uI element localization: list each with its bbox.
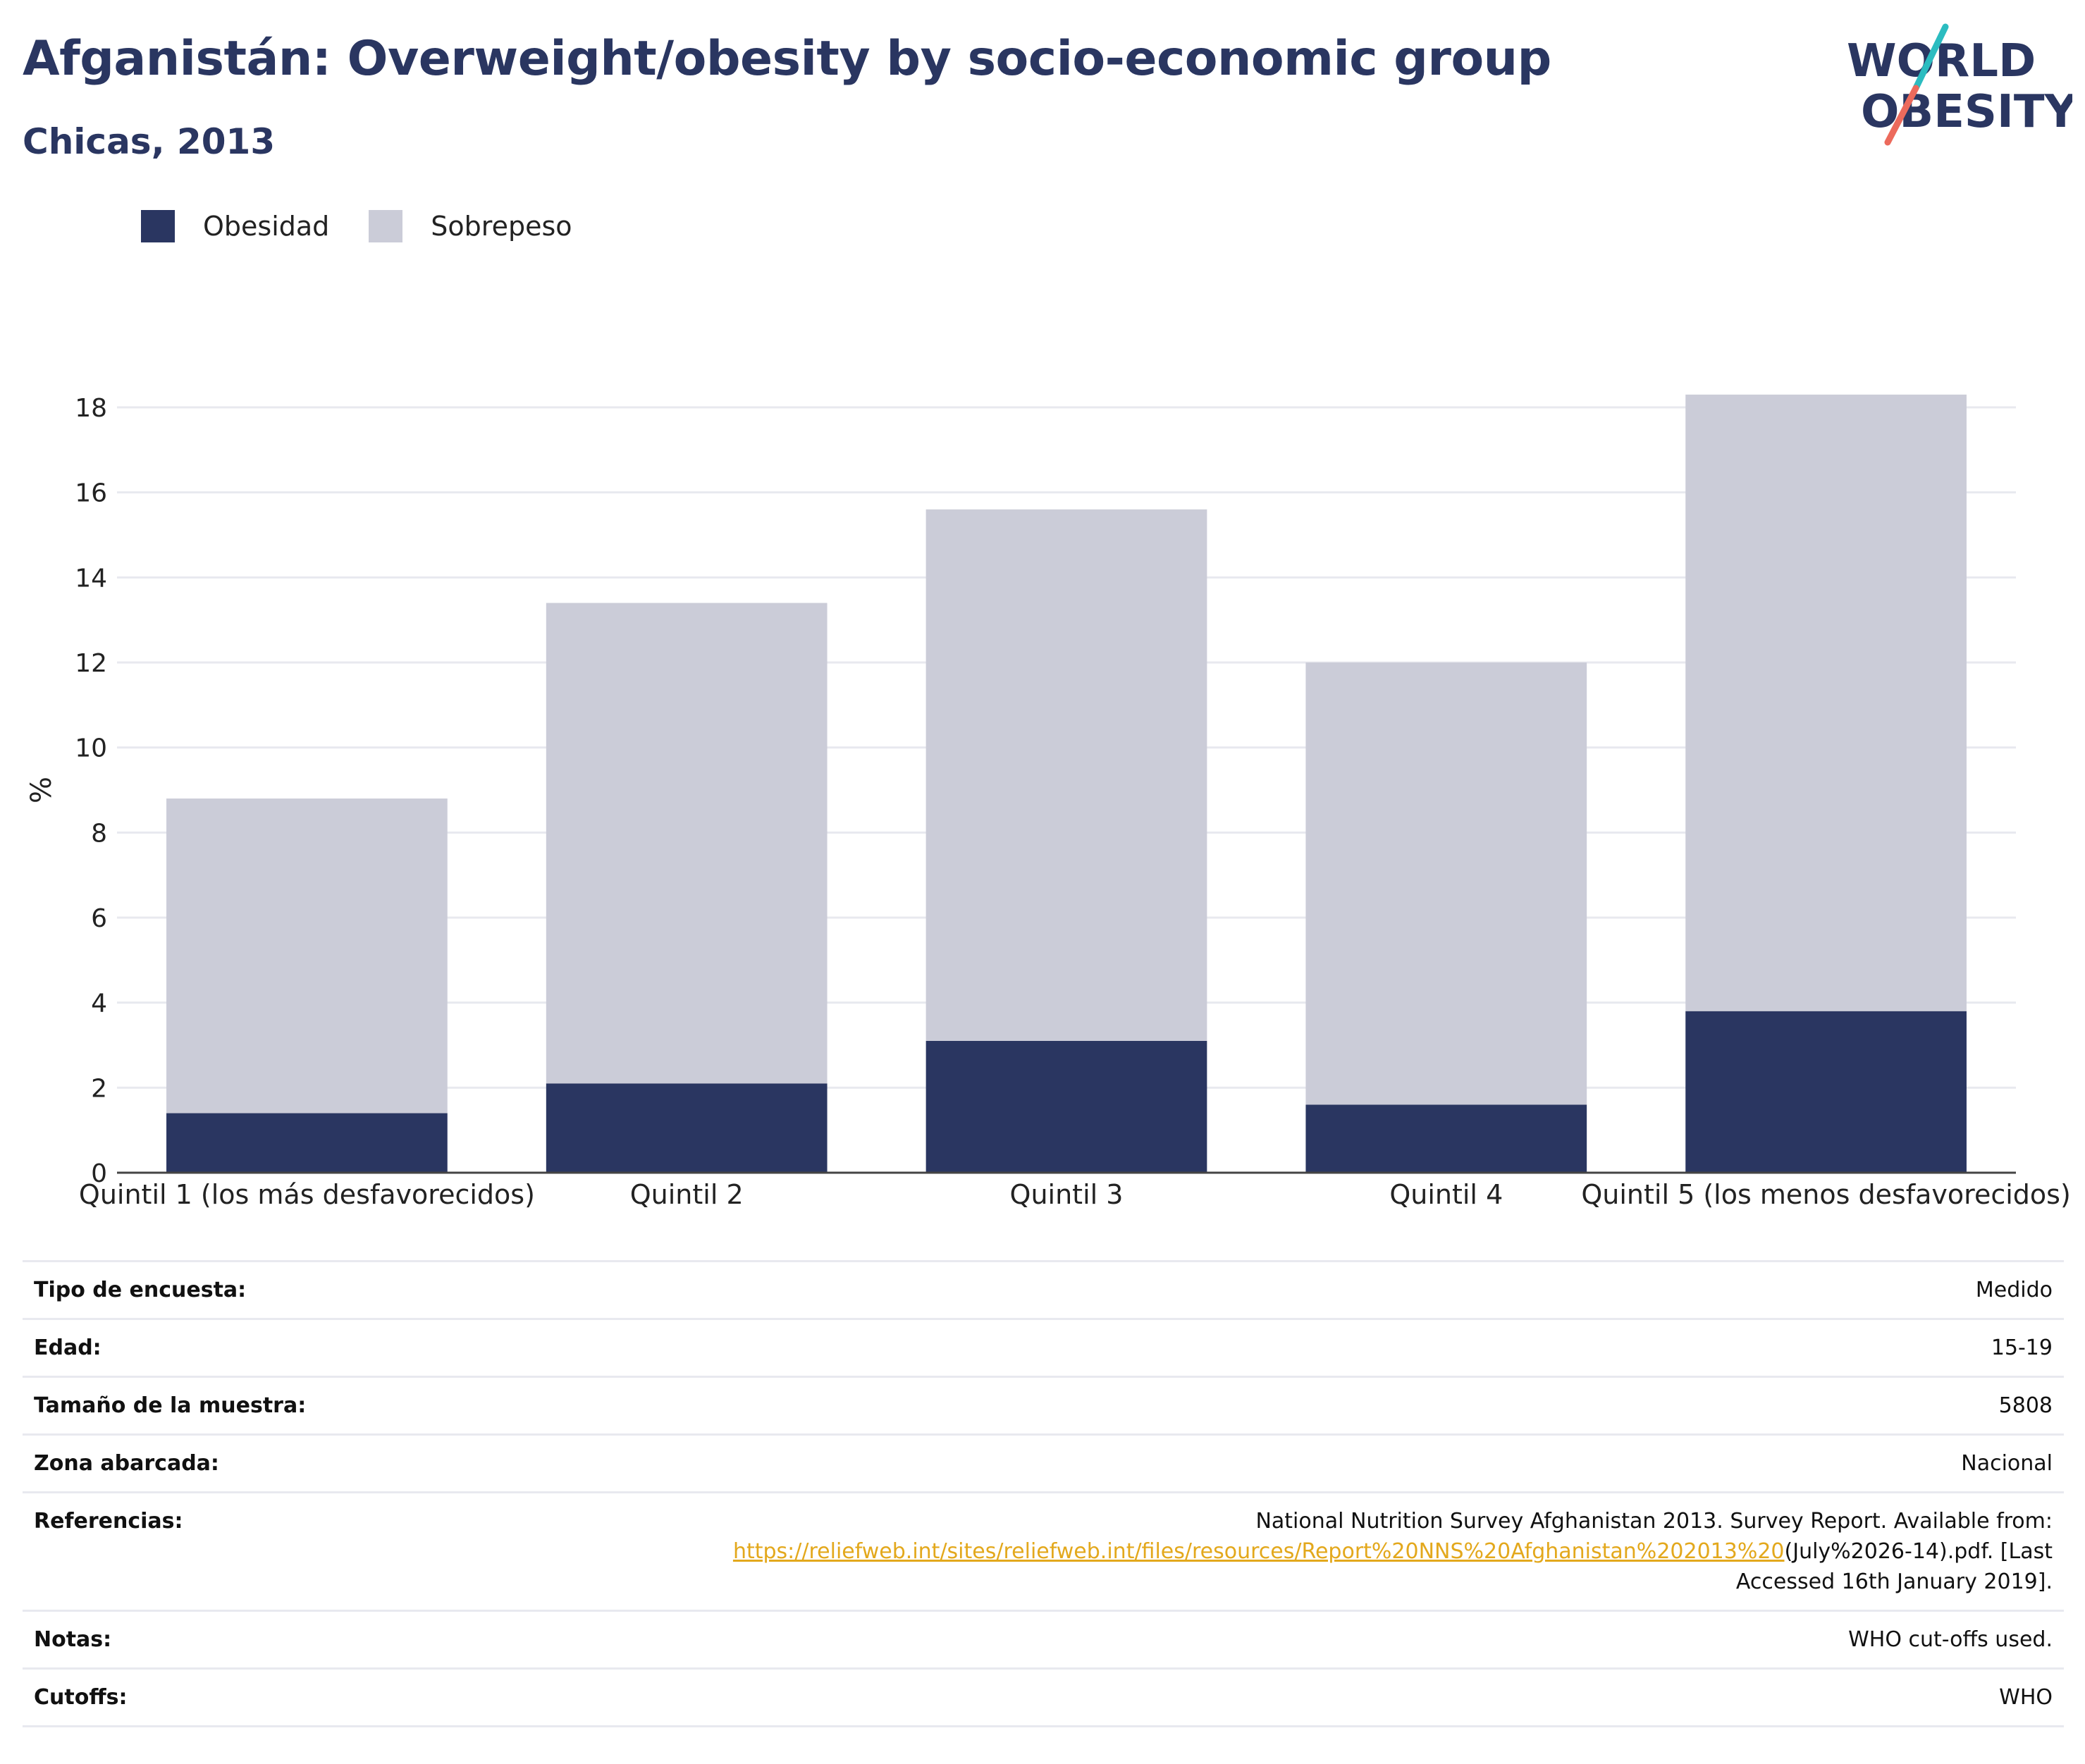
info-key: Zona abarcada: xyxy=(23,1433,635,1493)
info-value: Nacional xyxy=(634,1433,2064,1493)
info-key: Referencias: xyxy=(23,1491,635,1612)
logo-slash-teal xyxy=(1912,23,1949,92)
info-value: Medido xyxy=(634,1260,2064,1320)
legend-swatch-sobrepeso xyxy=(369,210,403,242)
info-row-edad: Edad: 15-19 xyxy=(23,1318,2064,1378)
y-tick-label: 14 xyxy=(75,564,107,593)
info-value-reference: National Nutrition Survey Afghanistan 20… xyxy=(634,1491,2064,1612)
bar-sobrepeso xyxy=(1305,662,1587,1105)
legend-item-obesidad[interactable]: Obesidad xyxy=(141,210,329,242)
info-key: Edad: xyxy=(23,1318,635,1378)
x-tick-label: Quintil 4 xyxy=(1389,1179,1503,1210)
info-row-cutoffs: Cutoffs: WHO xyxy=(23,1667,2064,1727)
legend-item-sobrepeso[interactable]: Sobrepeso xyxy=(369,210,572,242)
y-tick-label: 18 xyxy=(75,394,107,423)
bar-obesidad xyxy=(546,1083,828,1173)
bar-sobrepeso xyxy=(1685,394,1967,1011)
info-row-tipo: Tipo de encuesta: Medido xyxy=(23,1260,2064,1320)
info-value: 5808 xyxy=(634,1376,2064,1436)
x-tick-label: Quintil 3 xyxy=(1010,1179,1124,1210)
y-tick-label: 0 xyxy=(91,1159,107,1188)
info-key: Cutoffs: xyxy=(23,1667,635,1727)
y-tick-label: 16 xyxy=(75,479,107,508)
info-value: WHO xyxy=(634,1667,2064,1727)
info-key: Notas: xyxy=(23,1610,635,1670)
legend: Obesidad Sobrepeso xyxy=(141,210,612,242)
bar-sobrepeso xyxy=(166,798,448,1114)
legend-swatch-obesidad xyxy=(141,210,175,242)
reference-link[interactable]: https://reliefweb.int/sites/reliefweb.in… xyxy=(732,1539,1785,1564)
chart-subtitle: Chicas, 2013 xyxy=(23,121,276,162)
y-tick-label: 10 xyxy=(75,734,107,763)
y-tick-label: 2 xyxy=(91,1074,107,1103)
bar-sobrepeso xyxy=(925,509,1207,1041)
info-key: Tipo de encuesta: xyxy=(23,1260,635,1320)
info-value: WHO cut-offs used. xyxy=(634,1610,2064,1670)
info-row-zona: Zona abarcada: Nacional xyxy=(23,1433,2064,1493)
info-row-muestra: Tamaño de la muestra: 5808 xyxy=(23,1376,2064,1436)
y-tick-label: 6 xyxy=(91,904,107,933)
bar-obesidad xyxy=(925,1040,1207,1173)
survey-info-table: Tipo de encuesta: Medido Edad: 15-19 Tam… xyxy=(23,1260,2064,1727)
world-obesity-logo: WORLD OBESITY xyxy=(1847,23,2072,146)
stacked-bar-chart: 0 2 4 6 8 10 12 14 16 18% Quintil 1 (los más desfa… xyxy=(25,394,2071,1210)
legend-label-sobrepeso: Sobrepeso xyxy=(431,211,572,242)
reference-text: National Nutrition Survey Afghanistan 20… xyxy=(1255,1509,2053,1534)
y-axis-label: % xyxy=(25,777,58,803)
reference-text-after: (July%2026-14).pdf. [Last Accessed 16th … xyxy=(1735,1539,2053,1594)
info-key: Tamaño de la muestra: xyxy=(23,1376,635,1436)
logo-slash-coral xyxy=(1884,85,1919,146)
x-tick-label: Quintil 5 (los menos desfavorecidos) xyxy=(1581,1179,2070,1210)
y-tick-label: 4 xyxy=(91,989,107,1018)
info-value: 15-19 xyxy=(634,1318,2064,1378)
x-tick-label: Quintil 1 (los más desfavorecidos) xyxy=(79,1179,535,1210)
chart-title: Afganistán: Overweight/obesity by socio-… xyxy=(23,31,1551,87)
legend-label-obesidad: Obesidad xyxy=(203,211,330,242)
info-row-referencias: Referencias: National Nutrition Survey A… xyxy=(23,1491,2064,1612)
info-row-notas: Notas: WHO cut-offs used. xyxy=(23,1610,2064,1670)
y-tick-label: 8 xyxy=(91,819,107,848)
bar-sobrepeso xyxy=(546,603,828,1084)
bar-obesidad xyxy=(166,1113,448,1173)
logo-line-1: WORLD xyxy=(1847,35,2036,87)
y-tick-label: 12 xyxy=(75,649,107,678)
bar-obesidad xyxy=(1685,1011,1967,1173)
x-tick-label: Quintil 2 xyxy=(630,1179,744,1210)
bar-obesidad xyxy=(1305,1104,1587,1173)
